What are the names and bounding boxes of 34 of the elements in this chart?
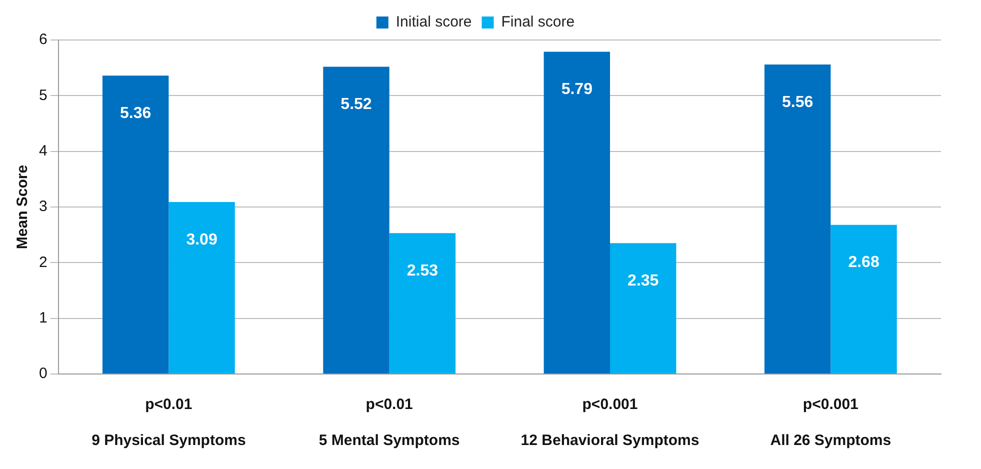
text: p<0.001: [802, 396, 858, 414]
y-tick-label: 6: [39, 31, 48, 48]
y-tick-label: 3: [39, 198, 48, 216]
text: p<0.01: [145, 396, 192, 414]
text: p<0.01: [366, 396, 413, 414]
legend-label: Final score: [501, 14, 575, 31]
data-label: 5.36: [120, 105, 152, 122]
bar: [168, 202, 235, 374]
bar: [389, 233, 456, 374]
bar: [610, 243, 676, 374]
legend-label: Initial score: [396, 14, 472, 31]
bar: [102, 76, 169, 374]
y-tick-label: 2: [39, 254, 48, 271]
x-tick-label: 12 Behavioral Symptoms: [520, 432, 700, 450]
data-label: 5.56: [782, 94, 814, 111]
y-tick-label: 0: [39, 365, 48, 382]
data-label: 2.53: [406, 262, 438, 280]
y-tick-label: 1: [39, 309, 48, 326]
data-label: 2.35: [628, 272, 659, 290]
x-tick-label: 5 Mental Symptoms: [318, 432, 460, 450]
bar: [764, 64, 831, 374]
data-label: 3.09: [186, 231, 218, 248]
data-label: 5.79: [561, 81, 593, 98]
y-tick-label: 4: [39, 142, 48, 160]
text: p<0.001: [582, 396, 638, 414]
x-tick-label: 9 Physical Symptoms: [92, 432, 246, 450]
data-label: 2.68: [848, 254, 880, 272]
bar: [544, 52, 610, 374]
x-tick-label: All 26 Symptoms: [770, 432, 892, 450]
y-tick-label: 5: [39, 86, 48, 104]
data-label: 5.52: [340, 96, 372, 114]
y-axis-title: Mean Score: [14, 164, 32, 250]
bar: [323, 66, 390, 374]
bar: [830, 224, 897, 374]
